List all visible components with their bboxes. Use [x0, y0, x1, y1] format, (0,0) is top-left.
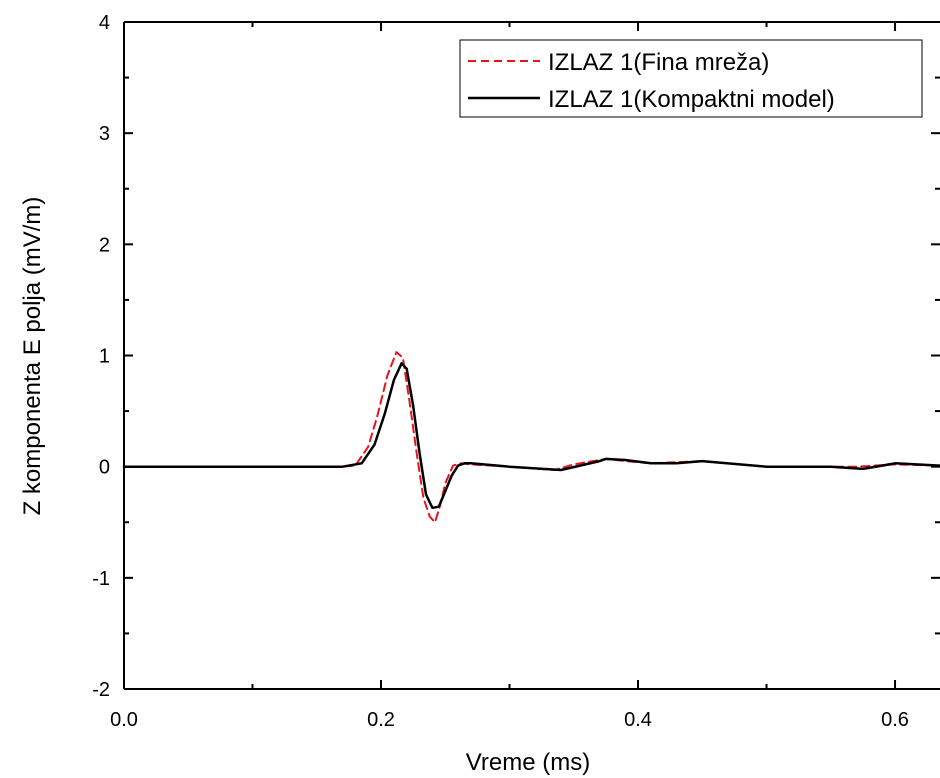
x-tick-label: 0.6 — [881, 709, 909, 731]
legend-box — [459, 39, 923, 118]
ticks — [123, 21, 940, 690]
y-tick-label: 3 — [99, 123, 110, 145]
legend: IZLAZ 1(Fina mreža) IZLAZ 1(Kompaktni mo… — [459, 39, 923, 118]
legend-label-kompaktni-model: IZLAZ 1(Kompaktni model) — [548, 86, 835, 113]
y-tick-label: 2 — [99, 234, 110, 256]
y-tick-label: 0 — [99, 457, 110, 479]
series-line-0 — [123, 351, 940, 524]
plot-lines — [122, 351, 940, 524]
x-axis-title: Vreme (ms) — [466, 749, 590, 776]
y-tick-label: 4 — [99, 12, 110, 34]
x-tick-label: 0.4 — [624, 709, 652, 731]
x-tick-label: 0.2 — [367, 709, 395, 731]
axes — [123, 21, 940, 690]
y-tick-label: -1 — [92, 568, 110, 590]
y-tick-label: -2 — [92, 679, 110, 701]
y-axis-title: Z komponenta E polja (mV/m) — [19, 197, 46, 516]
series-line-1 — [122, 362, 940, 510]
y-tick-label: 1 — [99, 346, 110, 368]
x-tick-label: 0.0 — [110, 709, 138, 731]
tick-labels: 0.0 0.2 0.4 0.6 -2 -1 0 1 2 3 4 — [92, 12, 909, 731]
legend-label-fina-mreza: IZLAZ 1(Fina mreža) — [548, 49, 769, 76]
